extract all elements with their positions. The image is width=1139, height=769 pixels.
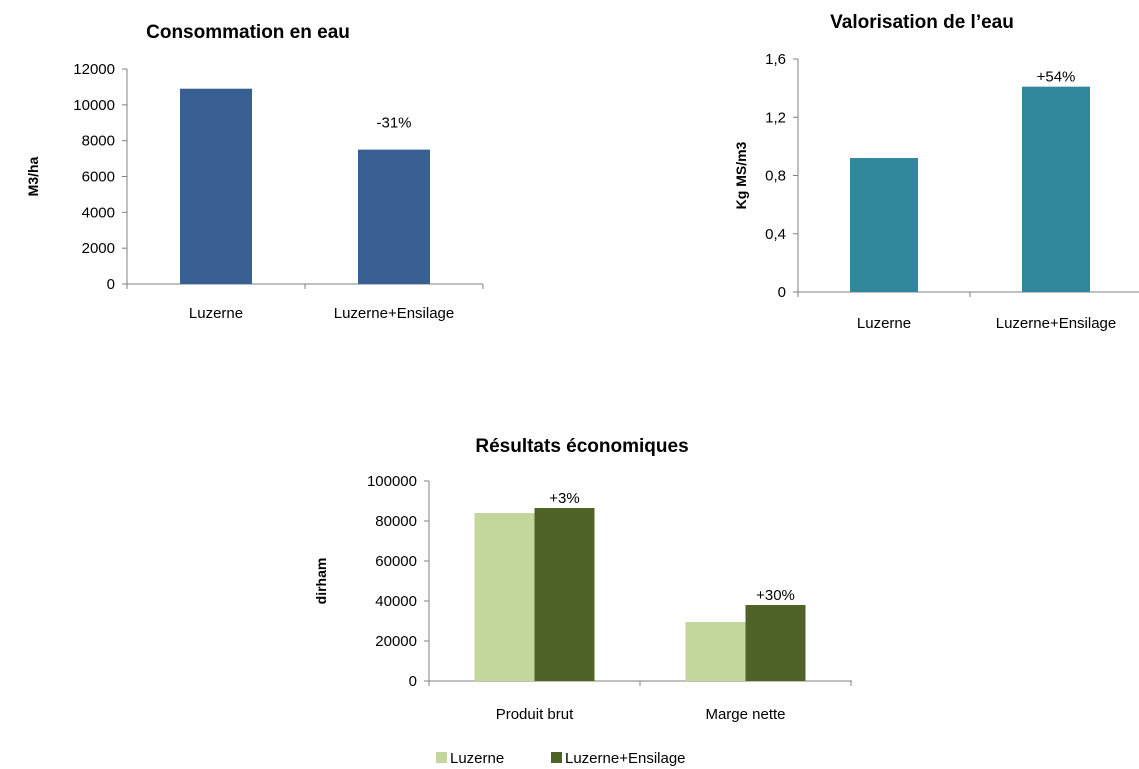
y-tick-label: 0,8 (765, 168, 786, 185)
y-tick-label: 80000 (375, 513, 417, 530)
bar (685, 622, 746, 681)
chart-title: Valorisation de l’eau (830, 12, 1014, 33)
y-tick-label: 0,4 (765, 226, 786, 243)
y-tick-label: 1,2 (765, 109, 786, 126)
chart-title: Consommation en eau (146, 22, 350, 43)
chart-2: Valorisation de l’eau Kg MS/m3 0 0,4 0,8 1,2 1… (733, 12, 1139, 332)
legend-label: Luzerne+Ensilage (565, 750, 686, 767)
y-tick-label: 60000 (375, 553, 417, 570)
y-tick-label: 0 (778, 284, 786, 301)
data-label: +54% (1037, 69, 1076, 86)
y-tick-label: 12000 (73, 61, 115, 78)
chart-3: Résultats économiques dirham 0 20000 40000 60… (313, 436, 852, 767)
y-tick-label: 0 (409, 673, 417, 690)
chart-title: Résultats économiques (475, 436, 688, 457)
bar (1022, 86, 1090, 292)
y-tick-label: 2000 (82, 240, 115, 257)
y-tick-label: 1,6 (765, 51, 786, 68)
y-tick-label: 8000 (82, 133, 115, 150)
y-tick-label: 40000 (375, 593, 417, 610)
x-tick-label: Produit brut (496, 706, 574, 723)
x-tick-label: Luzerne (189, 305, 243, 322)
data-label: +30% (756, 587, 795, 604)
x-tick-label: Marge nette (705, 706, 785, 723)
y-axis-label: dirham (313, 558, 329, 605)
chart-1: Consommation en eau M3/ha 0 2000 4000 6000 800… (25, 22, 484, 322)
data-label: -31% (376, 115, 411, 132)
x-tick-label: Luzerne+Ensilage (996, 315, 1117, 332)
y-tick-label: 0 (107, 276, 115, 293)
data-label: +3% (549, 490, 579, 507)
bar (358, 149, 430, 284)
bar (534, 508, 595, 681)
legend-label: Luzerne (450, 750, 504, 767)
legend: Luzerne Luzerne+Ensilage (436, 750, 686, 767)
legend-swatch (436, 752, 447, 763)
bar (745, 605, 806, 681)
y-tick-label: 100000 (367, 473, 417, 490)
y-tick-label: 6000 (82, 169, 115, 186)
x-tick-label: Luzerne+Ensilage (334, 305, 455, 322)
y-tick-label: 4000 (82, 204, 115, 221)
bar (180, 88, 252, 284)
bar (850, 158, 918, 292)
x-tick-label: Luzerne (857, 315, 911, 332)
y-tick-label: 20000 (375, 633, 417, 650)
y-tick-label: 10000 (73, 97, 115, 114)
y-axis-label: Kg MS/m3 (733, 141, 749, 209)
y-axis-label: M3/ha (25, 156, 41, 196)
legend-swatch (551, 752, 562, 763)
bar (474, 513, 535, 681)
